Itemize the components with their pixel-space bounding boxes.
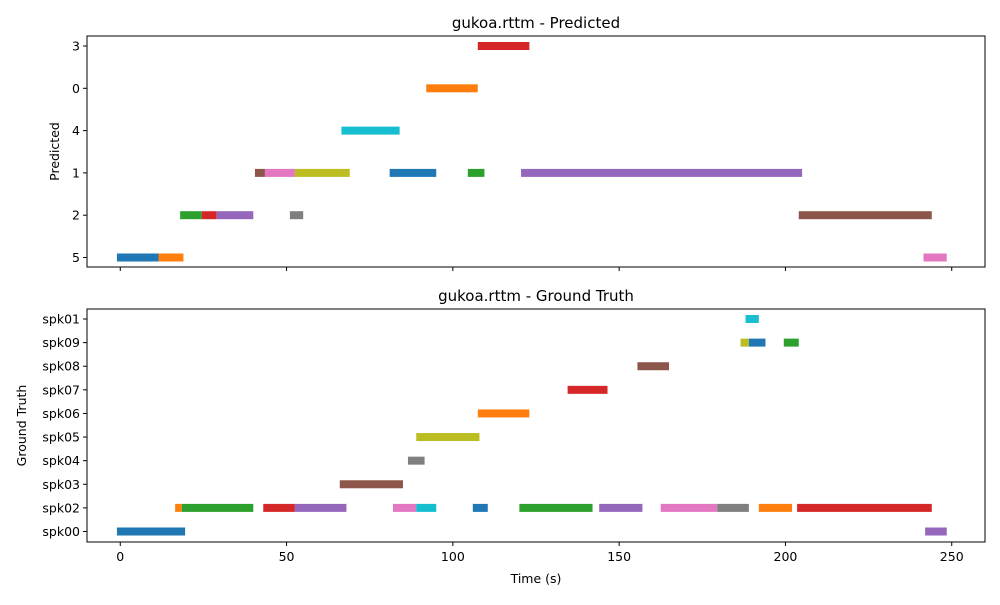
ground-truth-panel: spk00 spk02 spk03 spk04 spk05 spk06 spk07 spk08…	[14, 287, 986, 586]
segment-spk04-16	[407, 456, 425, 465]
segment-spk02-9	[519, 503, 593, 512]
ytick-label-5: 5	[72, 250, 80, 265]
xtick-label-200: 200	[774, 549, 798, 564]
segment-2-6	[289, 211, 304, 220]
segment-spk00-1	[925, 527, 947, 536]
segment-0-15	[426, 84, 478, 93]
ytick-label-spk05: spk05	[42, 430, 80, 445]
segment-spk08-20	[637, 362, 670, 371]
segment-2-3	[180, 211, 202, 220]
segment-spk02-14	[797, 503, 932, 512]
segment-1-11	[389, 168, 437, 177]
segment-1-8	[254, 168, 265, 177]
ytick-label-spk06: spk06	[42, 406, 80, 421]
segment-1-9	[264, 168, 295, 177]
segment-2-5	[216, 211, 254, 220]
ytick-label-2: 2	[72, 208, 80, 223]
segment-4-14	[341, 126, 400, 135]
predicted-panel: 5 2 1 4 0 3 gukoa.rttm - Predicted Predicted	[47, 14, 986, 271]
segment-spk02-13	[758, 503, 793, 512]
segment-spk09-21	[740, 338, 749, 347]
segment-spk00-0	[116, 527, 186, 536]
segment-spk02-5	[294, 503, 347, 512]
segment-1-13	[521, 168, 803, 177]
chart-title: gukoa.rttm - Predicted	[452, 14, 620, 32]
ytick-label-spk00: spk00	[42, 524, 80, 539]
xtick-label-250: 250	[940, 549, 964, 564]
ytick-label-4: 4	[72, 123, 80, 138]
xtick-label-100: 100	[441, 549, 465, 564]
segment-2-7	[798, 211, 932, 220]
segment-spk05-17	[416, 433, 480, 442]
segment-spk02-7	[416, 503, 437, 512]
xtick-label-150: 150	[607, 549, 631, 564]
segment-spk03-15	[339, 480, 403, 489]
x-axis-label: Time (s)	[510, 571, 562, 586]
ytick-label-spk01: spk01	[42, 312, 80, 327]
segment-spk07-19	[567, 385, 608, 394]
segment-spk02-10	[599, 503, 643, 512]
ytick-label-spk07: spk07	[42, 382, 80, 397]
segment-spk02-11	[660, 503, 718, 512]
xtick-label-50: 50	[279, 549, 295, 564]
ytick-label-3: 3	[72, 39, 80, 54]
ytick-label-spk03: spk03	[42, 477, 80, 492]
ytick-label-spk08: spk08	[42, 359, 80, 374]
segment-spk02-12	[717, 503, 749, 512]
segment-5-2	[923, 253, 947, 262]
ytick-label-spk04: spk04	[42, 453, 80, 468]
axes-frame	[86, 35, 986, 268]
segment-1-12	[467, 168, 485, 177]
ytick-label-spk09: spk09	[42, 335, 80, 350]
ytick-label-1: 1	[72, 165, 80, 180]
y-axis-label: Ground Truth	[14, 385, 29, 467]
segment-5-1	[158, 253, 184, 262]
y-axis-label: Predicted	[47, 122, 62, 181]
segment-spk02-6	[392, 503, 417, 512]
segment-spk09-23	[783, 338, 799, 347]
segment-1-10	[294, 168, 350, 177]
ytick-label-0: 0	[72, 81, 80, 96]
axes-frame	[86, 308, 986, 543]
segment-spk02-4	[263, 503, 295, 512]
segment-spk02-3	[181, 503, 254, 512]
segment-spk09-22	[748, 338, 766, 347]
segment-5-0	[116, 253, 159, 262]
ytick-label-spk02: spk02	[42, 500, 80, 515]
segment-2-4	[201, 211, 217, 220]
xtick-label-0: 0	[116, 549, 124, 564]
segment-spk06-18	[477, 409, 530, 418]
segment-spk02-2	[175, 503, 182, 512]
segment-spk01-24	[745, 315, 759, 323]
segment-3-16	[477, 42, 530, 50]
segment-spk02-8	[472, 503, 488, 512]
chart-title: gukoa.rttm - Ground Truth	[438, 287, 634, 305]
